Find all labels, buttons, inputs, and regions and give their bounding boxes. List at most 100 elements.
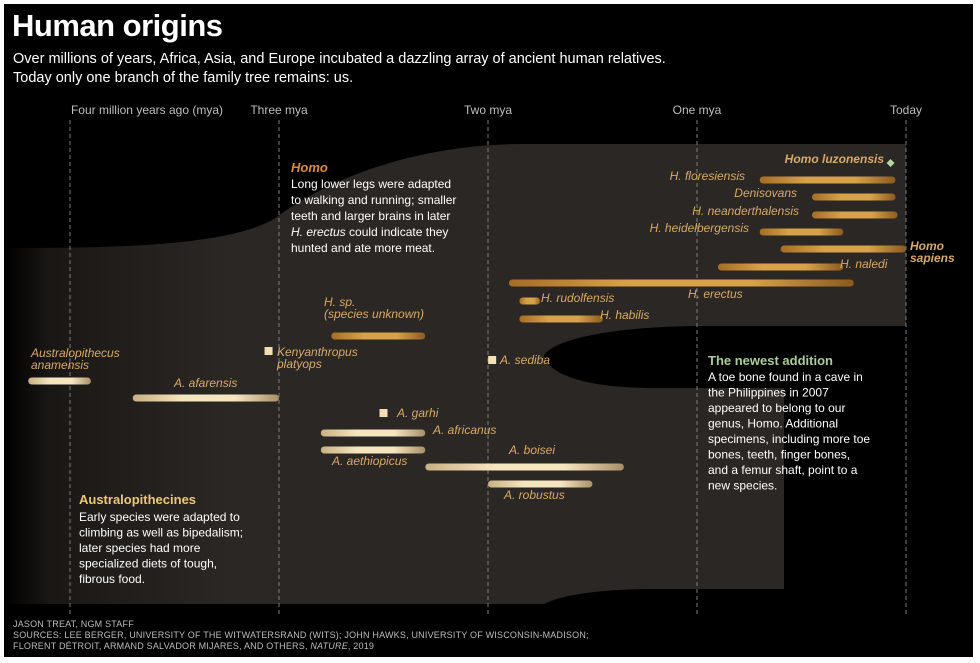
homo-line-2: teeth and larger brains in later (291, 209, 450, 223)
label-kenyanthropus-platyops-line-0: Kenyanthropus (277, 345, 358, 359)
homo-header: Homo (291, 160, 328, 175)
label-h-neanderthalensis: H. neanderthalensis (692, 204, 799, 218)
lineage-band (4, 144, 906, 604)
newest-description: A toe bone found in a cave in the Philipp… (708, 370, 870, 493)
australopithecines-annotation: Australopithecines Early species were ad… (79, 492, 243, 586)
label-a-robustus: A. robustus (503, 488, 565, 502)
bar-h-floresiensis (759, 176, 896, 184)
newest-header: The newest addition (708, 353, 833, 368)
bar-a-afarensis (132, 394, 279, 402)
bar-denisovans (811, 193, 896, 201)
bar-h-rudolfensis (519, 297, 541, 305)
tick-label-3: One mya (673, 103, 722, 117)
species-bars (28, 159, 906, 488)
credit-authors-prefix: FLORENT DÉTROIT, ARMAND SALVADOR MIJARES… (13, 641, 311, 651)
label-a-sediba-line-0: A. sediba (499, 353, 550, 367)
label-denisovans: Denisovans (734, 186, 797, 200)
tick-label-1: Three mya (250, 103, 308, 117)
bar-h-heidelbergensis (759, 228, 844, 236)
label-denisovans-line-0: Denisovans (734, 186, 797, 200)
new-line-0: A toe bone found in a cave in (708, 370, 863, 384)
new-line-4: specimens, including more toe (708, 432, 870, 446)
new-line-7: new species. (708, 479, 777, 493)
homo-line-1: to walking and running; smaller (291, 193, 456, 207)
label-h-habilis: H. habilis (600, 308, 649, 322)
new-line-5: bones, teeth, finger bones, (708, 448, 850, 462)
australopithecines-description: Early species were adapted to climbing as… (79, 510, 243, 586)
bar-h-habilis (519, 315, 603, 323)
marker-homo-luzonensis (886, 159, 895, 167)
tick-label-2: Two mya (464, 103, 512, 117)
label-australopithecus-anamensis: Australopithecus anamensis (30, 346, 120, 372)
homo-description: Long lower legs were adapted to walking a… (291, 177, 456, 255)
label-a-aethiopicus: A. aethiopicus (331, 454, 407, 468)
credit-sources: SOURCES: LEE BERGER, UNIVERSITY OF THE W… (13, 630, 589, 640)
label-a-boisei-line-0: A. boisei (508, 443, 555, 457)
homo-line-3: H. erectus could indicate they (291, 225, 448, 239)
new-line-6: and a femur shaft, point to a (708, 463, 858, 477)
australopithecines-header: Australopithecines (79, 492, 196, 507)
aus-line-3: specialized diets of tough, (79, 557, 217, 571)
new-line-3: genus, Homo. Additional (708, 417, 838, 431)
credit-staff: JASON TREAT, NGM STAFF (13, 619, 134, 629)
label-kenyanthropus-platyops: Kenyanthropus platyops (276, 345, 358, 371)
label-h-sp-species-unknown: H. sp. (species unknown) (324, 295, 424, 321)
marker-kenyanthropus-platyops (264, 347, 273, 355)
label-h-floresiensis: H. floresiensis (670, 169, 745, 183)
label-kenyanthropus-platyops-line-1: platyops (276, 357, 322, 371)
bar-a-robustus (488, 480, 593, 488)
marker-a-sediba (488, 356, 497, 364)
homo-line-4: hunted and ate more meat. (291, 241, 435, 255)
subtitle-line-1: Over millions of years, Africa, Asia, an… (13, 51, 666, 67)
label-a-robustus-line-0: A. robustus (503, 488, 565, 502)
label-homo-luzonensis-line-0: Homo luzonensis (785, 152, 885, 166)
label-h-erectus-line-0: H. erectus (688, 287, 743, 301)
new-line-2: appeared to belong to our (708, 401, 845, 415)
label-h-heidelbergensis: H. heidelbergensis (650, 221, 749, 235)
new-line-1: the Philippines in 2007 (708, 386, 829, 400)
label-a-garhi-line-0: A. garhi (396, 406, 439, 420)
aus-line-4: fibrous food. (79, 572, 145, 586)
newest-annotation: The newest addition A toe bone found in … (708, 353, 870, 493)
homo-line-0: Long lower legs were adapted (291, 177, 451, 191)
aus-line-1: climbing as well as bipedalism; (79, 526, 243, 540)
credit-journal: NATURE (310, 641, 348, 651)
marker-a-garhi (379, 409, 388, 417)
tick-label-4: Today (890, 103, 922, 117)
bar-h-neanderthalensis (811, 211, 898, 219)
label-h-neanderthalensis-line-0: H. neanderthalensis (692, 204, 799, 218)
bar-a-aethiopicus (320, 446, 426, 454)
label-a-sediba: A. sediba (499, 353, 550, 367)
label-a-aethiopicus-line-0: A. aethiopicus (331, 454, 407, 468)
infographic-frame: Human origins Over millions of years, Af… (4, 4, 973, 657)
homo-annotation: Homo Long lower legs were adapted to walk… (291, 160, 456, 255)
aus-line-0: Early species were adapted to (79, 510, 240, 524)
bar-a-boisei (425, 463, 624, 471)
label-a-africanus-line-0: A. africanus (432, 423, 496, 437)
bar-a-africanus (320, 429, 426, 437)
label-a-boisei: A. boisei (508, 443, 555, 457)
label-homo-sapiens-line-1: sapiens (910, 251, 955, 265)
label-h-rudolfensis-line-0: H. rudolfensis (541, 291, 614, 305)
page-title: Human origins (12, 8, 223, 43)
species-labels: Australopithecus anamensis A. afarensis Ken… (30, 152, 955, 502)
label-h-heidelbergensis-line-0: H. heidelbergensis (650, 221, 749, 235)
label-australopithecus-anamensis-line-1: anamensis (31, 358, 89, 372)
bar-homo-sapiens (780, 245, 906, 253)
bar-h-erectus (508, 279, 854, 287)
label-h-floresiensis-line-0: H. floresiensis (670, 169, 745, 183)
bar-australopithecus-anamensis (28, 377, 91, 385)
bar-h-sp-species-unknown (331, 332, 426, 340)
label-homo-sapiens-line-0: Homo (910, 239, 944, 253)
label-a-africanus: A. africanus (432, 423, 496, 437)
label-h-rudolfensis: H. rudolfensis (541, 291, 614, 305)
label-a-afarensis-line-0: A. afarensis (173, 376, 237, 390)
label-h-habilis-line-0: H. habilis (600, 308, 649, 322)
label-h-sp-species-unknown-line-0: H. sp. (324, 295, 355, 309)
label-h-erectus: H. erectus (688, 287, 743, 301)
label-a-afarensis: A. afarensis (173, 376, 237, 390)
label-h-sp-species-unknown-line-1: (species unknown) (324, 307, 424, 321)
bar-h-naledi (717, 263, 844, 271)
label-h-naledi-line-0: H. naledi (840, 257, 888, 271)
timeline-chart: Homo Long lower legs were adapted to walk… (4, 103, 955, 614)
